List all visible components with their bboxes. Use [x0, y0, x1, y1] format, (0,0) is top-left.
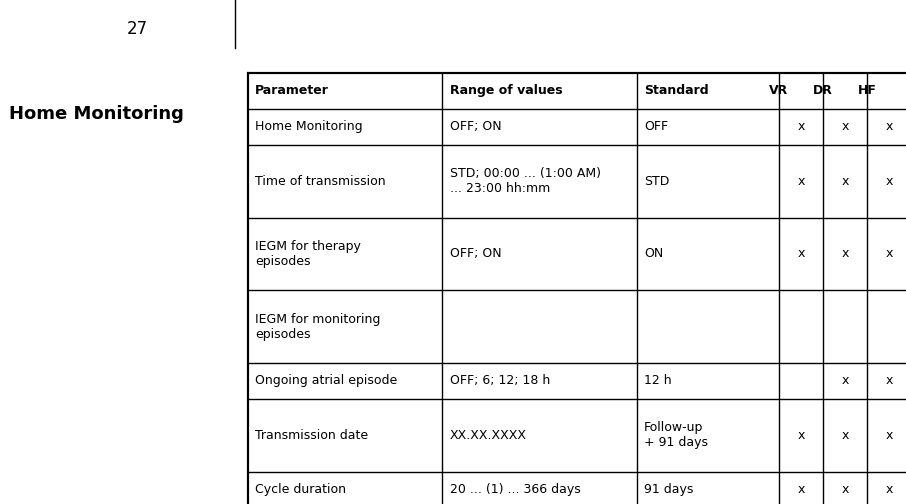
- Text: x: x: [842, 483, 849, 496]
- Text: x: x: [797, 175, 805, 188]
- Text: x: x: [842, 247, 849, 261]
- Text: Home Monitoring: Home Monitoring: [9, 105, 184, 123]
- Text: IEGM for monitoring
episodes: IEGM for monitoring episodes: [255, 312, 381, 341]
- Text: Standard: Standard: [644, 84, 708, 97]
- Text: Range of values: Range of values: [449, 84, 562, 97]
- Text: Follow-up
+ 91 days: Follow-up + 91 days: [644, 421, 708, 450]
- Text: OFF: OFF: [644, 120, 669, 134]
- Text: DR: DR: [813, 84, 833, 97]
- Text: ON: ON: [644, 247, 663, 261]
- Text: OFF; ON: OFF; ON: [449, 120, 501, 134]
- Text: x: x: [886, 120, 893, 134]
- Text: Ongoing atrial episode: Ongoing atrial episode: [255, 374, 397, 388]
- Text: x: x: [842, 175, 849, 188]
- Text: HF: HF: [858, 84, 877, 97]
- Text: Time of transmission: Time of transmission: [255, 175, 385, 188]
- Text: OFF; 6; 12; 18 h: OFF; 6; 12; 18 h: [449, 374, 550, 388]
- Text: x: x: [886, 483, 893, 496]
- Text: 91 days: 91 days: [644, 483, 694, 496]
- Text: IEGM for therapy
episodes: IEGM for therapy episodes: [255, 240, 361, 268]
- Text: 20 ... (1) ... 366 days: 20 ... (1) ... 366 days: [449, 483, 581, 496]
- Text: x: x: [797, 247, 805, 261]
- Text: Transmission date: Transmission date: [255, 429, 368, 442]
- Text: XX.XX.XXXX: XX.XX.XXXX: [449, 429, 526, 442]
- Text: Home Monitoring: Home Monitoring: [255, 120, 362, 134]
- Text: x: x: [797, 120, 805, 134]
- Text: OFF; ON: OFF; ON: [449, 247, 501, 261]
- Text: x: x: [797, 429, 805, 442]
- Text: STD: STD: [644, 175, 670, 188]
- Text: Cycle duration: Cycle duration: [255, 483, 346, 496]
- Text: VR: VR: [769, 84, 788, 97]
- Text: x: x: [842, 120, 849, 134]
- Text: x: x: [842, 374, 849, 388]
- Text: STD; 00:00 ... (1:00 AM)
... 23:00 hh:mm: STD; 00:00 ... (1:00 AM) ... 23:00 hh:mm: [449, 167, 601, 196]
- Text: Parameter: Parameter: [255, 84, 329, 97]
- Text: x: x: [842, 429, 849, 442]
- Text: x: x: [886, 374, 893, 388]
- Bar: [247, 73, 906, 504]
- Text: x: x: [886, 175, 893, 188]
- Text: x: x: [886, 247, 893, 261]
- Text: 27: 27: [127, 20, 148, 38]
- Text: 12 h: 12 h: [644, 374, 672, 388]
- Text: x: x: [886, 429, 893, 442]
- Text: x: x: [797, 483, 805, 496]
